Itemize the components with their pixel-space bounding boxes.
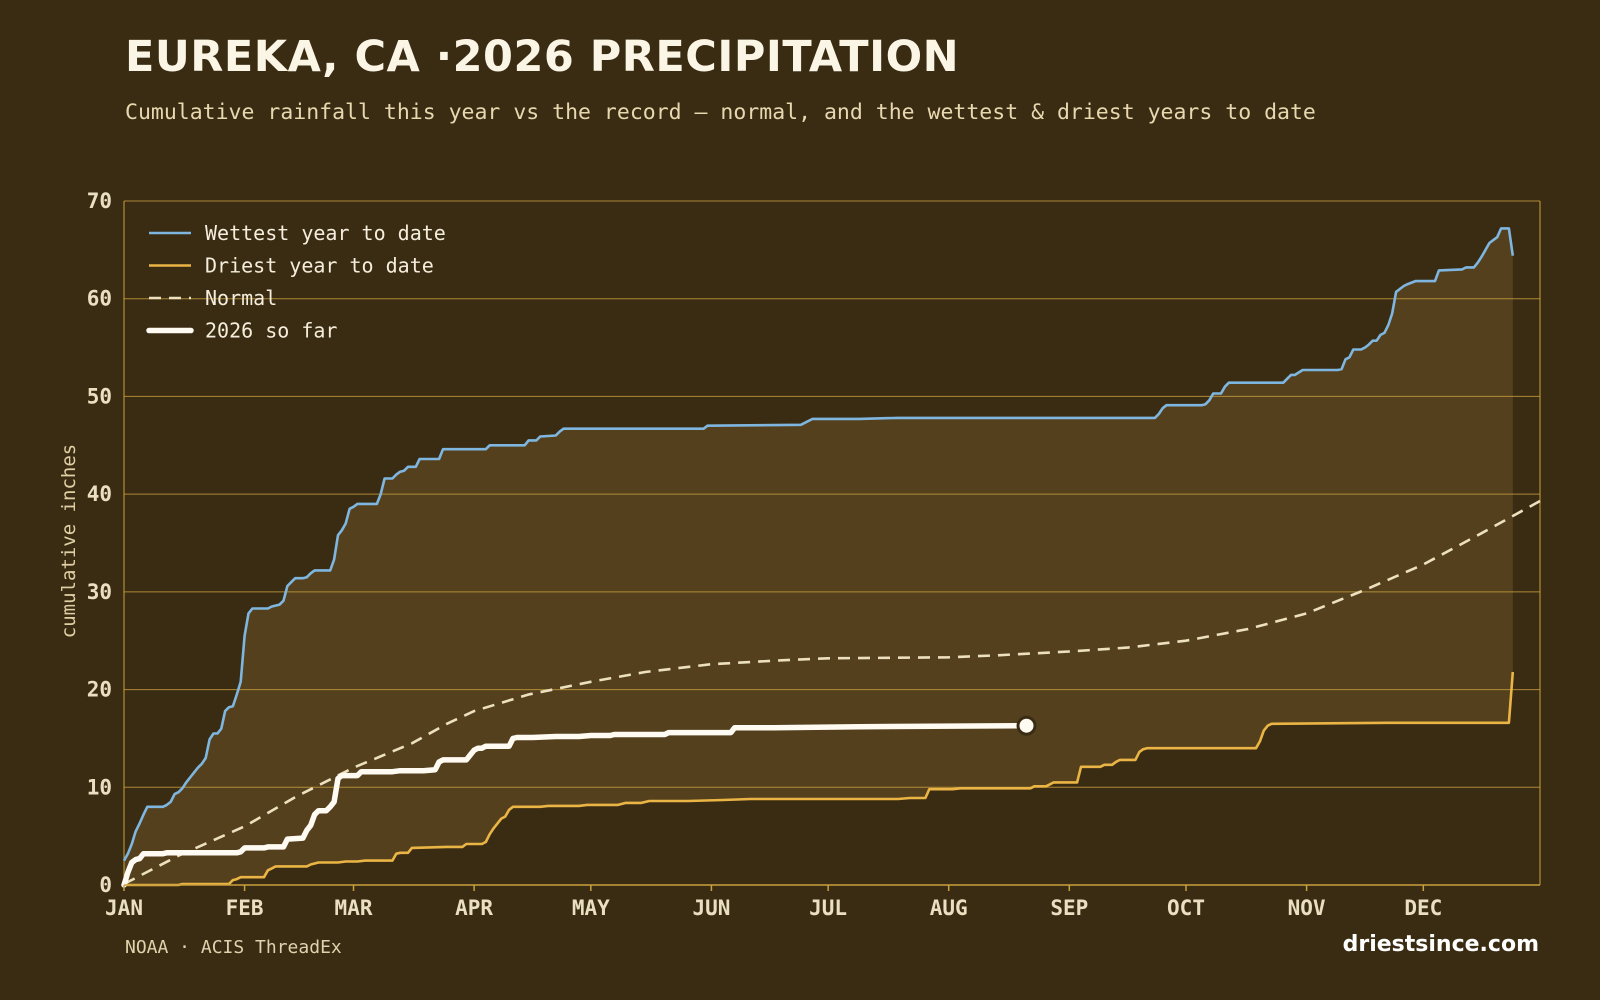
axes: 0 10 20 30 40 50 60 70 JAN FEB MAR APR MAY JUN JUL AUG S… (87, 189, 1540, 920)
series-line-normal (123, 499, 1541, 886)
x-tick-label: JUL (809, 896, 847, 920)
legend-label: Wettest year to date (205, 221, 446, 245)
x-tick-label: NOV (1288, 896, 1326, 920)
y-tick-label: 50 (87, 384, 112, 408)
record-range-band (124, 228, 1513, 885)
legend-label: 2026 so far (205, 319, 337, 343)
y-tick-label: 40 (87, 482, 112, 506)
source-credit: NOAA · ACIS ThreadEx (125, 937, 342, 958)
legend: Wettest year to date Driest year to date N… (146, 221, 446, 343)
y-tick-label: 70 (87, 189, 112, 213)
y-tick-label: 30 (87, 580, 112, 604)
series-end-marker (1016, 715, 1037, 736)
series-line-driest-year-to-date (124, 671, 1515, 887)
series-lines (121, 227, 1541, 888)
y-tick-label: 0 (99, 873, 112, 897)
series-line-wettest-year-to-date (122, 227, 1515, 862)
y-axis-label: cumulative inches (58, 444, 80, 638)
x-tick-label: OCT (1167, 896, 1205, 920)
grid (123, 200, 1541, 886)
legend-label: Driest year to date (205, 254, 434, 278)
chart-title: EUREKA, CA ·2026 PRECIPITATION (125, 32, 960, 82)
wet-dry-band (124, 228, 1513, 885)
x-tick-label: DEC (1404, 896, 1442, 920)
series-line-2026-so-far (121, 722, 1030, 888)
x-tick-label: APR (455, 896, 493, 920)
x-tick-label: SEP (1050, 896, 1088, 920)
site-link[interactable]: driestsince.com (1342, 932, 1539, 957)
x-tick-label: JAN (105, 896, 143, 920)
y-tick-label: 10 (87, 775, 112, 799)
y-tick-label: 60 (87, 287, 112, 311)
x-tick-label: AUG (930, 896, 968, 920)
y-tick-label: 20 (87, 678, 112, 702)
x-tick-label: MAY (572, 896, 610, 920)
legend-label: Normal (205, 286, 277, 310)
x-tick-label: JUN (692, 896, 730, 920)
x-tick-label: MAR (335, 896, 373, 920)
chart-subtitle: Cumulative rainfall this year vs the rec… (125, 100, 1316, 125)
x-tick-label: FEB (226, 896, 264, 920)
